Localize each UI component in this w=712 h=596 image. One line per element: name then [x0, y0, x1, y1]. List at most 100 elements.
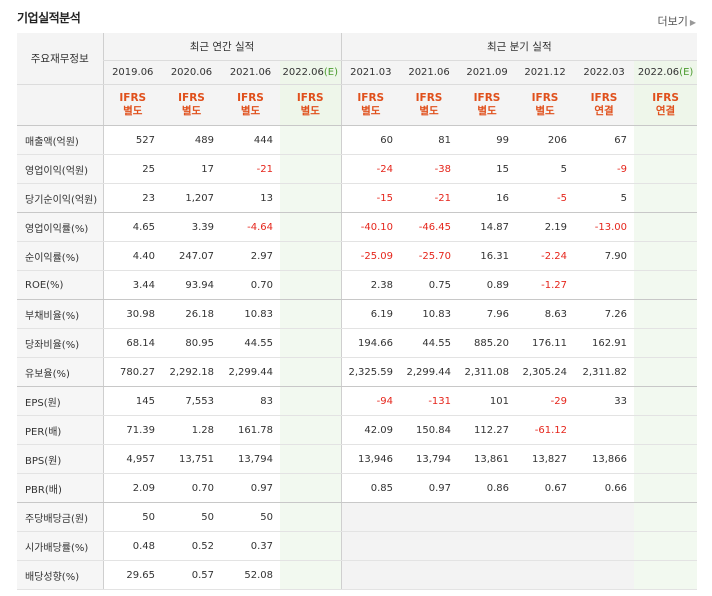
table-cell	[516, 560, 575, 590]
table-cell: 80.95	[162, 328, 221, 358]
basis-label: 별도	[419, 105, 439, 117]
table-cell: 52.08	[221, 560, 280, 590]
table-cell	[280, 531, 342, 561]
table-cell: 68.14	[102, 328, 162, 358]
table-cell: 7,553	[162, 386, 221, 416]
accounting-basis: IFRS 별도	[280, 84, 342, 126]
table-cell: -21	[221, 154, 280, 184]
table-cell: 81	[400, 125, 459, 155]
table-row: 당기순이익(억원) 23 1,207 13 -15 -21 16 -5 5	[17, 183, 698, 213]
table-cell: -5	[516, 183, 575, 213]
table-cell	[280, 212, 342, 242]
table-cell: -40.10	[340, 212, 401, 242]
period-date-text: 2021.06	[229, 67, 272, 78]
table-cell	[280, 154, 342, 184]
table-row: ROE(%) 3.44 93.94 0.70 2.38 0.75 0.89 -1.27	[17, 270, 698, 300]
table-cell: 44.55	[400, 328, 459, 358]
table-cell	[340, 560, 401, 590]
table-cell: -1.27	[516, 270, 575, 300]
accounting-basis: IFRS 연결	[574, 84, 635, 126]
table-cell: 4.65	[102, 212, 162, 242]
table-cell: 2,305.24	[516, 357, 575, 387]
table-cell: 4.40	[102, 241, 162, 271]
accounting-basis: IFRS 별도	[221, 84, 280, 126]
table-cell: -21	[400, 183, 459, 213]
basis-label: 연결	[655, 105, 676, 117]
table-cell	[634, 444, 698, 474]
period-date-text: 2021.09	[466, 67, 508, 78]
table-cell: 5	[516, 154, 575, 184]
more-link[interactable]: 더보기 ▶	[657, 13, 696, 29]
table-cell: 0.52	[162, 531, 221, 561]
table-cell: 0.97	[221, 473, 280, 503]
table-cell	[516, 531, 575, 561]
table-cell: 150.84	[400, 415, 459, 445]
table-cell: 2.97	[221, 241, 280, 271]
table-cell: 0.70	[221, 270, 280, 300]
table-cell: 15	[458, 154, 517, 184]
row-label: 유보율(%)	[17, 357, 103, 387]
table-cell	[634, 270, 698, 300]
basis-label: 별도	[181, 105, 202, 117]
table-cell: -38	[400, 154, 459, 184]
table-cell	[634, 299, 698, 329]
table-cell: 527	[102, 125, 162, 155]
table-row: 순이익률(%) 4.40 247.07 2.97 -25.09 -25.70 16.31 -2…	[17, 241, 698, 271]
table-cell	[280, 183, 342, 213]
accounting-basis: IFRS 별도	[340, 84, 401, 126]
accounting-basis: IFRS 연결	[634, 84, 698, 126]
table-cell	[634, 212, 698, 242]
table-cell: 17	[162, 154, 221, 184]
table-cell: 0.75	[400, 270, 459, 300]
ifrs-label: IFRS	[415, 92, 443, 104]
table-cell: 0.66	[574, 473, 635, 503]
more-link-label: 더보기	[657, 15, 688, 28]
period-date-text: 2021.12	[524, 67, 566, 78]
table-cell: 60	[340, 125, 401, 155]
table-cell: 13,794	[221, 444, 280, 474]
table-cell: 2,299.44	[221, 357, 280, 387]
table-cell: -15	[340, 183, 401, 213]
table-row: 영업이익(억원) 25 17 -21 -24 -38 15 5 -9	[17, 154, 698, 184]
table-cell: 8.63	[516, 299, 575, 329]
period-date: 2020.06	[162, 60, 221, 85]
ifrs-label: IFRS	[590, 92, 618, 104]
basis-label: 별도	[300, 105, 320, 117]
table-cell: 0.70	[162, 473, 221, 503]
table-cell: -25.70	[400, 241, 459, 271]
table-cell: 44.55	[221, 328, 280, 358]
row-label: 영업이익(억원)	[17, 154, 103, 184]
table-cell: 194.66	[340, 328, 401, 358]
table-cell: 0.89	[458, 270, 517, 300]
table-row: 부채비율(%) 30.98 26.18 10.83 6.19 10.83 7.96 8.63 7…	[17, 299, 698, 329]
row-label: 배당성향(%)	[17, 560, 103, 590]
table-cell	[574, 560, 635, 590]
basis-label: 연결	[594, 105, 614, 117]
table-cell: 3.39	[162, 212, 221, 242]
table-cell: 2,292.18	[162, 357, 221, 387]
table-cell: 7.90	[574, 241, 635, 271]
table-row: 영업이익률(%) 4.65 3.39 -4.64 -40.10 -46.45 14.87 2.…	[17, 212, 698, 242]
row-label: PBR(배)	[17, 473, 103, 503]
table-cell: 176.11	[516, 328, 575, 358]
table-row: 당좌비율(%) 68.14 80.95 44.55 194.66 44.55 885.20 1…	[17, 328, 698, 358]
ifrs-label: IFRS	[473, 92, 501, 104]
table-cell: 489	[162, 125, 221, 155]
row-label: 당좌비율(%)	[17, 328, 103, 358]
accounting-basis: IFRS 별도	[400, 84, 459, 126]
table-cell: 145	[102, 386, 162, 416]
table-cell: -131	[400, 386, 459, 416]
table-cell: 2,311.08	[458, 357, 517, 387]
table-cell: 6.19	[340, 299, 401, 329]
chevron-right-icon: ▶	[689, 18, 696, 27]
table-cell: 1.28	[162, 415, 221, 445]
table-row: EPS(원) 145 7,553 83 -94 -131 101 -29 33	[17, 386, 698, 416]
table-cell: 780.27	[102, 357, 162, 387]
basis-label: 별도	[240, 105, 261, 117]
table-cell: 2,311.82	[574, 357, 635, 387]
table-cell	[634, 125, 698, 155]
table-cell	[634, 502, 698, 532]
table-cell	[340, 531, 401, 561]
table-cell: 112.27	[458, 415, 517, 445]
table-cell: 3.44	[102, 270, 162, 300]
